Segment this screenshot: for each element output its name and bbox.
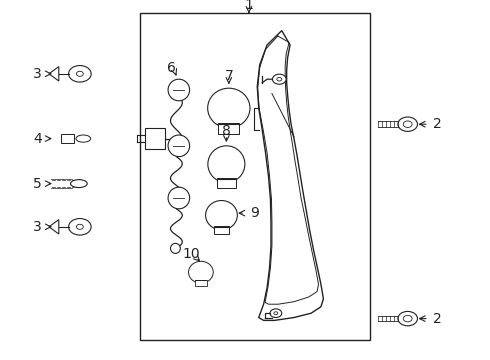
Ellipse shape <box>189 261 213 283</box>
Text: 8: 8 <box>222 125 231 138</box>
Text: 5: 5 <box>33 177 42 190</box>
Ellipse shape <box>208 88 250 128</box>
Circle shape <box>398 117 417 131</box>
FancyBboxPatch shape <box>195 280 207 285</box>
Text: 9: 9 <box>250 206 259 220</box>
Text: 1: 1 <box>245 0 253 12</box>
Circle shape <box>272 74 286 84</box>
Ellipse shape <box>206 201 237 230</box>
Polygon shape <box>49 67 59 81</box>
Ellipse shape <box>168 187 190 209</box>
Text: 7: 7 <box>224 69 233 82</box>
Circle shape <box>403 121 412 127</box>
Circle shape <box>69 219 91 235</box>
Circle shape <box>274 312 278 315</box>
Text: 2: 2 <box>433 117 442 131</box>
Text: 6: 6 <box>167 62 176 75</box>
Polygon shape <box>257 31 323 320</box>
Ellipse shape <box>76 135 91 142</box>
FancyBboxPatch shape <box>217 178 236 188</box>
Bar <box>140 13 370 340</box>
Circle shape <box>76 71 83 76</box>
Ellipse shape <box>171 243 180 253</box>
FancyBboxPatch shape <box>145 128 165 149</box>
Ellipse shape <box>168 135 190 157</box>
Circle shape <box>270 309 282 318</box>
Text: 10: 10 <box>182 247 200 261</box>
Text: 3: 3 <box>33 220 42 234</box>
Text: 3: 3 <box>33 67 42 81</box>
FancyBboxPatch shape <box>61 134 74 143</box>
Ellipse shape <box>208 146 245 183</box>
Text: 4: 4 <box>33 132 42 145</box>
Circle shape <box>69 66 91 82</box>
Text: 2: 2 <box>433 312 442 325</box>
FancyBboxPatch shape <box>218 123 240 134</box>
Circle shape <box>277 77 282 81</box>
Circle shape <box>398 311 417 326</box>
Circle shape <box>403 315 412 322</box>
Ellipse shape <box>168 79 190 101</box>
FancyBboxPatch shape <box>214 226 229 234</box>
Polygon shape <box>49 220 59 234</box>
Circle shape <box>76 224 83 229</box>
Ellipse shape <box>71 180 87 188</box>
